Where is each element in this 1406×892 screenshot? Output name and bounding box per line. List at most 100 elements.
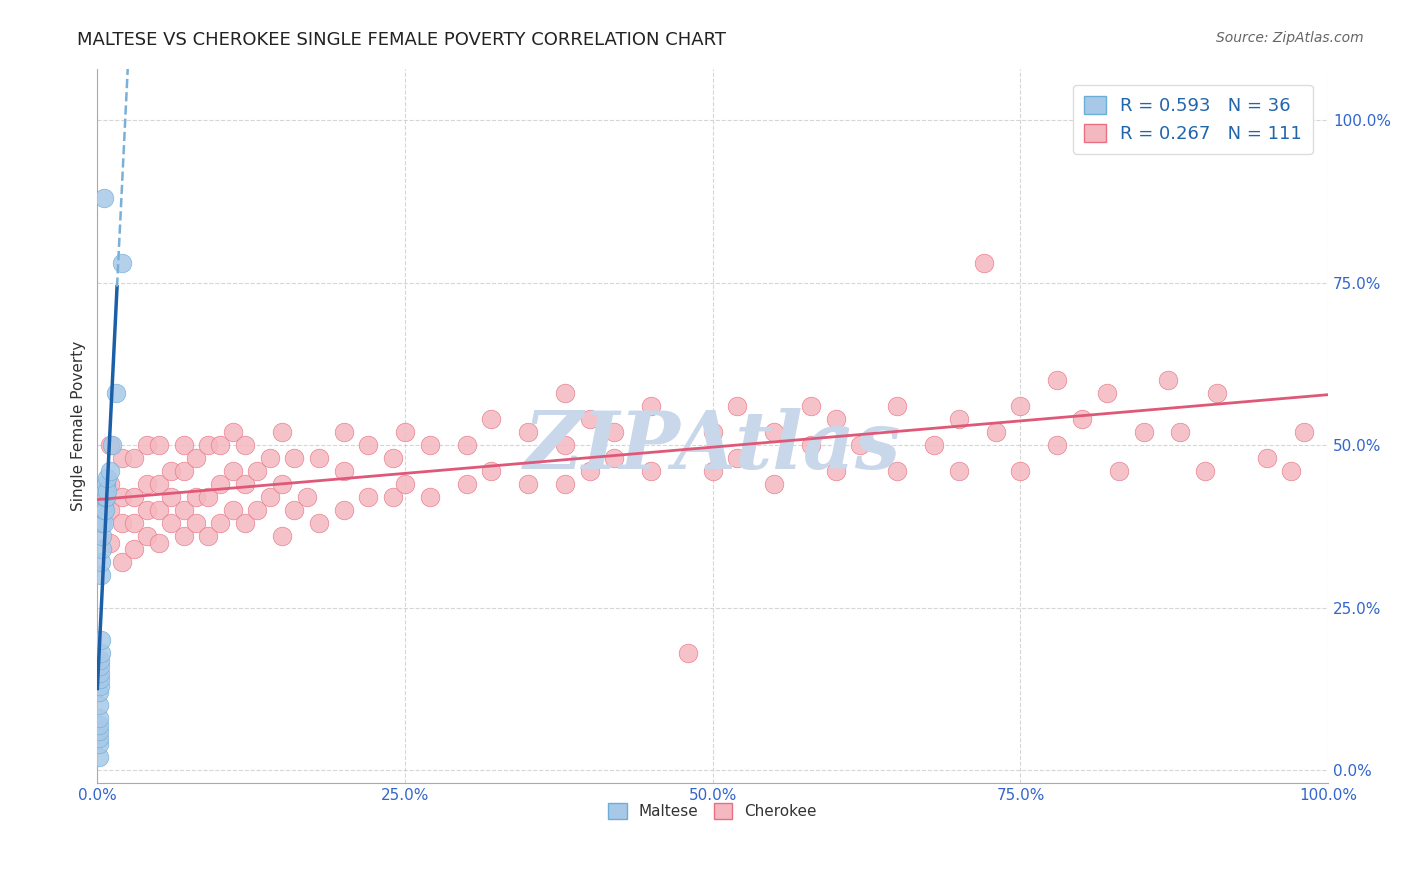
Point (1010, 464, 1032, 478)
Text: ZIPAtlas: ZIPAtlas (524, 409, 901, 486)
Point (702, 464, 724, 478)
Point (173, 464, 195, 478)
Point (603, 451, 626, 466)
Point (222, 464, 245, 478)
Point (87, 737, 110, 751)
Point (271, 477, 294, 491)
Point (479, 412, 502, 426)
Point (148, 503, 170, 517)
Point (135, 477, 157, 491)
Point (173, 503, 195, 517)
Point (308, 516, 330, 531)
Point (259, 490, 281, 504)
Point (124, 542, 146, 557)
Point (479, 464, 502, 478)
Point (973, 256, 995, 270)
Point (98, 477, 121, 491)
Point (233, 438, 256, 452)
Point (111, 451, 134, 466)
Point (1206, 386, 1229, 401)
Point (94, 477, 117, 491)
Point (93, 483, 115, 498)
Point (90, 555, 112, 569)
Point (271, 425, 294, 440)
Point (197, 529, 219, 543)
Point (98, 464, 121, 478)
Point (184, 516, 207, 531)
Text: MALTESE VS CHEROKEE SINGLE FEMALE POVERTY CORRELATION CHART: MALTESE VS CHEROKEE SINGLE FEMALE POVERT… (77, 31, 727, 49)
Point (148, 477, 170, 491)
Point (104, 386, 127, 401)
Point (124, 451, 146, 466)
Point (922, 438, 945, 452)
Point (381, 451, 404, 466)
Point (394, 477, 416, 491)
Point (98, 438, 121, 452)
Point (93, 516, 115, 531)
Point (1256, 451, 1278, 466)
Point (87, 698, 110, 712)
Point (332, 503, 354, 517)
Point (824, 464, 846, 478)
Point (246, 464, 269, 478)
Point (1132, 425, 1154, 440)
Point (1010, 399, 1032, 413)
Point (222, 425, 245, 440)
Point (271, 529, 294, 543)
Point (98, 503, 121, 517)
Point (984, 425, 1007, 440)
Point (725, 451, 748, 466)
Point (1170, 425, 1192, 440)
Point (357, 490, 380, 504)
Point (233, 516, 256, 531)
Point (148, 535, 170, 549)
Point (394, 425, 416, 440)
Point (209, 516, 232, 531)
Point (1046, 438, 1069, 452)
Point (93, 191, 115, 205)
Point (111, 516, 134, 531)
Point (89, 652, 111, 666)
Legend: Maltese, Cherokee: Maltese, Cherokee (602, 797, 823, 825)
Point (93, 490, 115, 504)
Point (89, 659, 111, 673)
Point (91, 516, 114, 531)
Point (93, 503, 115, 517)
Point (87, 717, 110, 731)
Point (93, 497, 115, 511)
Point (456, 438, 478, 452)
Point (308, 451, 330, 466)
Point (554, 477, 576, 491)
Point (1219, 127, 1241, 141)
Point (135, 503, 157, 517)
Point (849, 438, 872, 452)
Point (1292, 425, 1315, 440)
Point (90, 646, 112, 660)
Point (725, 399, 748, 413)
Point (101, 438, 124, 452)
Y-axis label: Single Female Poverty: Single Female Poverty (72, 341, 86, 511)
Point (1279, 464, 1302, 478)
Point (381, 490, 404, 504)
Point (1071, 412, 1094, 426)
Point (1194, 464, 1216, 478)
Point (90, 568, 112, 582)
Point (135, 438, 157, 452)
Point (517, 425, 540, 440)
Point (283, 451, 305, 466)
Point (173, 529, 195, 543)
Point (93, 503, 115, 517)
Point (222, 503, 245, 517)
Point (111, 256, 134, 270)
Point (87, 685, 110, 699)
Point (332, 425, 354, 440)
Point (233, 477, 256, 491)
Point (184, 490, 207, 504)
Point (419, 490, 441, 504)
Point (676, 646, 699, 660)
Point (948, 464, 970, 478)
Point (93, 490, 115, 504)
Point (283, 503, 305, 517)
Point (124, 516, 146, 531)
Point (640, 399, 662, 413)
